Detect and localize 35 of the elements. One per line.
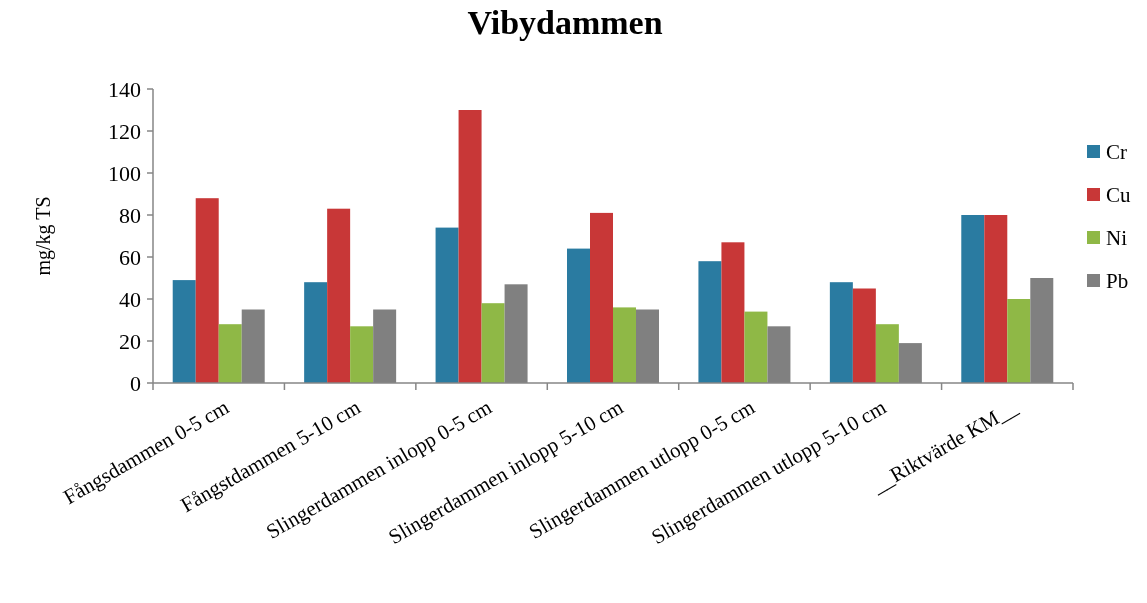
bar bbox=[567, 248, 590, 383]
bar bbox=[327, 208, 351, 383]
y-tick-label: 100 bbox=[108, 160, 141, 186]
bar bbox=[829, 282, 853, 383]
bar bbox=[1007, 299, 1031, 383]
y-axis-title: mg/kg TS bbox=[32, 196, 55, 276]
bar bbox=[744, 311, 768, 383]
y-tick-label: 140 bbox=[108, 76, 141, 102]
bar bbox=[875, 324, 899, 383]
legend-label: Cu bbox=[1106, 183, 1132, 208]
bar bbox=[481, 303, 505, 383]
legend-label: Pb bbox=[1106, 269, 1129, 294]
bar bbox=[195, 198, 219, 383]
bar bbox=[172, 280, 196, 383]
legend-label: Ni bbox=[1106, 226, 1128, 251]
bar bbox=[304, 282, 328, 383]
y-tick-label: 40 bbox=[119, 286, 141, 312]
bar bbox=[698, 261, 722, 383]
bar bbox=[590, 212, 613, 383]
bar bbox=[984, 215, 1008, 383]
bar bbox=[218, 324, 242, 383]
y-tick-label: 120 bbox=[108, 118, 141, 144]
y-tick-label: 0 bbox=[130, 370, 141, 396]
bar bbox=[852, 288, 876, 383]
y-tick-label: 20 bbox=[119, 328, 141, 354]
bar bbox=[961, 215, 985, 383]
bar bbox=[458, 110, 482, 383]
bar bbox=[613, 307, 636, 383]
bar bbox=[350, 326, 374, 383]
y-tick-label: 60 bbox=[119, 244, 141, 270]
bar bbox=[721, 242, 745, 383]
legend-label: Cr bbox=[1106, 140, 1128, 165]
bar bbox=[435, 227, 459, 383]
chart-title: Vibydammen bbox=[467, 4, 663, 41]
y-tick-label: 80 bbox=[119, 202, 141, 228]
